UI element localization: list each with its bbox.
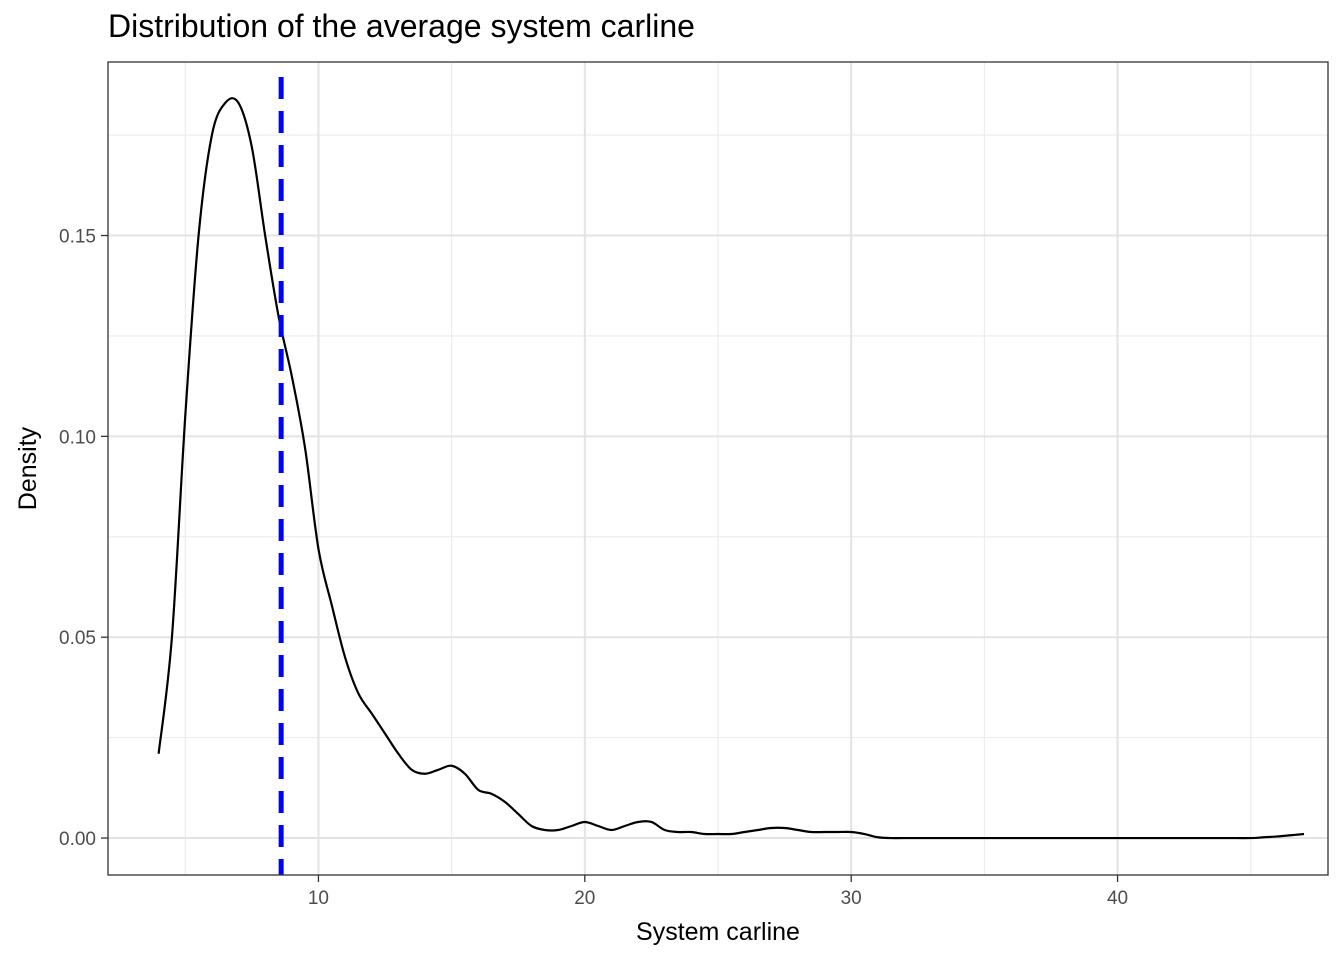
- y-tick-label: 0.05: [59, 628, 96, 649]
- chart-title: Distribution of the average system carli…: [108, 8, 695, 44]
- x-tick-label: 40: [1107, 888, 1128, 909]
- x-tick-label: 30: [841, 888, 862, 909]
- y-tick-label: 0.10: [59, 427, 96, 448]
- density-curve: [157, 97, 1305, 840]
- plot-panel-border: [107, 61, 1329, 876]
- x-tick-label: 20: [574, 888, 595, 909]
- density-series: [157, 97, 1305, 840]
- y-tick-label: 0.15: [59, 227, 96, 248]
- x-axis-title: System carline: [636, 918, 800, 946]
- y-axis-title: Density: [14, 426, 42, 510]
- x-tick-label: 10: [308, 888, 329, 909]
- y-tick-label: 0.00: [59, 829, 96, 850]
- axes: 10 20 30 40 0.00 0.05 0.10 0.15: [59, 227, 1128, 909]
- grid-lines: [108, 62, 1328, 875]
